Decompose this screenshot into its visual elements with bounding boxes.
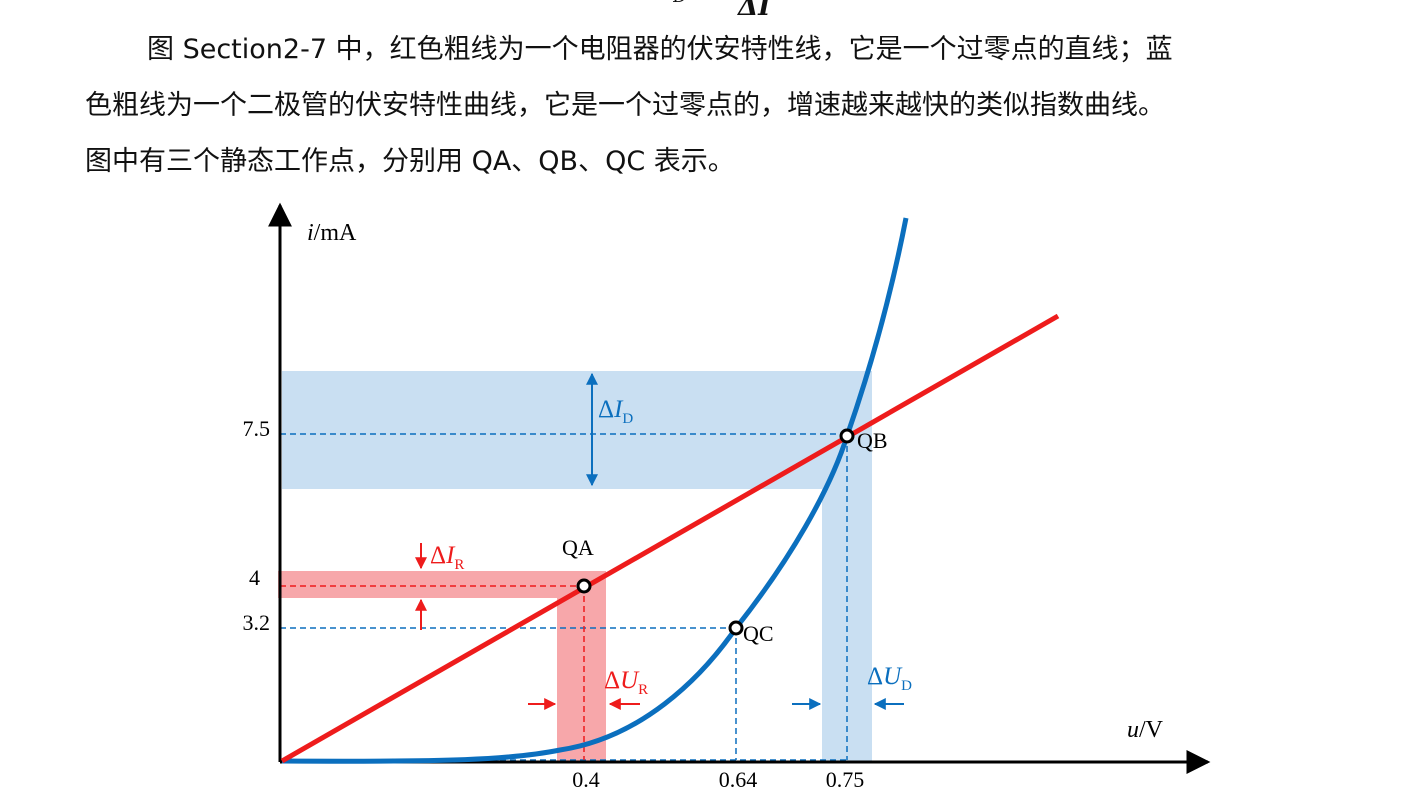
paragraph-line-2: 色粗线为一个二极管的伏安特性曲线，它是一个过零点的，增速越来越快的类似指数曲线。 xyxy=(85,90,1165,121)
delta-id-band xyxy=(282,371,872,489)
delta-ur-band xyxy=(557,571,606,761)
label-qa: QA xyxy=(562,535,594,560)
resistor-line xyxy=(280,313,1060,764)
point-qc xyxy=(728,620,744,636)
label-qc: QC xyxy=(743,621,774,646)
label-qb: QB xyxy=(857,428,888,453)
paragraph-line-1: 图 Section2-7 中，红色粗线为一个电阻器的伏安特性线，它是一个过零点的… xyxy=(147,34,1173,65)
x-tick-0-75: 0.75 xyxy=(826,767,865,792)
paragraph-line-3: 图中有三个静态工作点，分别用 QA、QB、QC 表示。 xyxy=(85,146,735,177)
point-qb xyxy=(839,428,855,444)
label-delta-ir: ΔIR xyxy=(430,542,464,573)
x-tick-0-64: 0.64 xyxy=(719,767,758,792)
label-delta-ur: ΔUR xyxy=(604,667,648,698)
y-axis-label: i/mA xyxy=(307,220,357,246)
delta-ir-band xyxy=(278,571,606,598)
point-qa xyxy=(576,578,592,594)
y-tick-3-2: 3.2 xyxy=(243,610,271,635)
x-tick-0-4: 0.4 xyxy=(572,767,600,792)
y-tick-7-5: 7.5 xyxy=(243,416,271,441)
y-tick-4: 4 xyxy=(249,565,260,590)
header-fragment-subscript: D xyxy=(672,0,686,7)
header-fragment-delta: ΔI xyxy=(738,0,771,22)
label-delta-ud: ΔUD xyxy=(867,663,912,694)
x-axis-label: u/V xyxy=(1127,717,1164,743)
description-paragraph: 图 Section2-7 中，红色粗线为一个电阻器的伏安特性线，它是一个过零点的… xyxy=(85,22,1375,190)
label-delta-id: ΔID xyxy=(598,396,633,427)
